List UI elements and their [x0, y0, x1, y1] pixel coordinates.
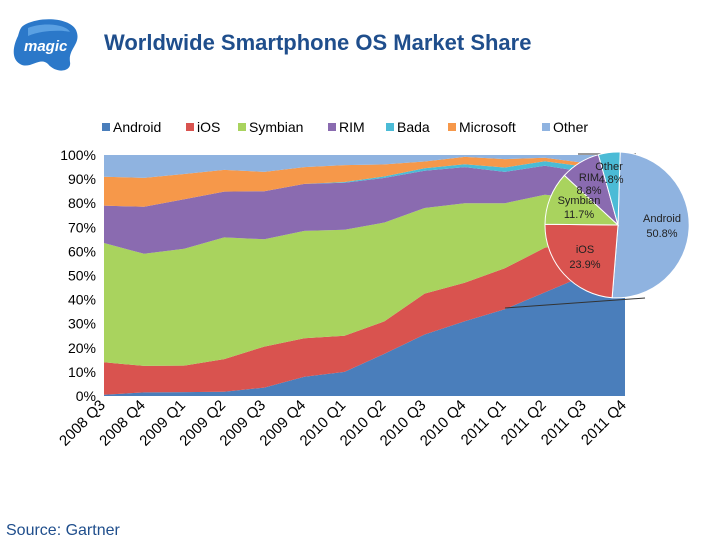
y-tick-label: 20% [68, 340, 96, 356]
y-tick-label: 30% [68, 316, 96, 332]
page-title: Worldwide Smartphone OS Market Share [104, 30, 532, 55]
legend-label-bada: Bada [397, 119, 430, 135]
legend-swatch-microsoft [448, 123, 456, 131]
source-note: Source: Gartner [6, 522, 120, 539]
y-axis: 0% 10% 20% 30% 40% 50% 60% 70% 80% 90% 100% [60, 147, 96, 404]
legend-swatch-symbian [238, 123, 246, 131]
y-tick-label: 70% [68, 219, 96, 235]
x-tick-label: 2011 Q4 [578, 397, 630, 449]
area-series-rim [104, 162, 625, 254]
pie-slice-android [611, 151, 690, 299]
area-series-other [104, 155, 625, 178]
pie-value-android: 50.8% [646, 228, 677, 240]
logo-text: magic [24, 38, 68, 55]
y-tick-label: 80% [68, 195, 96, 211]
stacked-area-plot [104, 155, 625, 396]
area-series-symbian [104, 183, 625, 366]
legend-label-other: Other [553, 119, 588, 135]
legend-label-microsoft: Microsoft [459, 119, 516, 135]
pie-value-other: 4.8% [598, 174, 623, 186]
pie-label-ios: iOS [576, 244, 594, 256]
legend-label-ios: iOS [197, 119, 220, 135]
y-tick-label: 40% [68, 292, 96, 308]
legend-swatch-bada [386, 123, 394, 131]
pie-value-symbian: 11.7% [564, 209, 595, 221]
y-tick-label: 50% [68, 268, 96, 284]
legend-label-rim: RIM [339, 119, 365, 135]
pie-slice-other [597, 151, 621, 226]
area-series-bada [104, 157, 625, 207]
pie-slice-ios [544, 223, 619, 299]
pie-label-android: Android [643, 213, 681, 225]
legend-swatch-ios [186, 123, 194, 131]
y-tick-label: 0% [76, 388, 96, 404]
legend-swatch-other [542, 123, 550, 131]
magic-logo: magic [12, 18, 80, 74]
area-series-android [104, 270, 625, 396]
pie-label-other: Other [595, 161, 623, 173]
area-series-microsoft [104, 155, 625, 207]
y-tick-label: 100% [60, 147, 96, 163]
y-tick-label: 90% [68, 171, 96, 187]
legend-swatch-android [102, 123, 110, 131]
legend-label-symbian: Symbian [249, 119, 303, 135]
legend-swatch-rim [328, 123, 336, 131]
y-tick-label: 60% [68, 243, 96, 259]
pie-value-rim: 8.8% [576, 185, 601, 197]
pie-label-rim: RIM [579, 172, 599, 184]
pie-label-symbian: Symbian [558, 195, 601, 207]
legend: Android iOS Symbian RIM Bada Microsoft Other [102, 119, 588, 135]
pie-value-ios: 23.9% [569, 259, 600, 271]
area-series-ios [104, 212, 625, 395]
y-tick-label: 10% [68, 364, 96, 380]
legend-label-android: Android [113, 119, 161, 135]
